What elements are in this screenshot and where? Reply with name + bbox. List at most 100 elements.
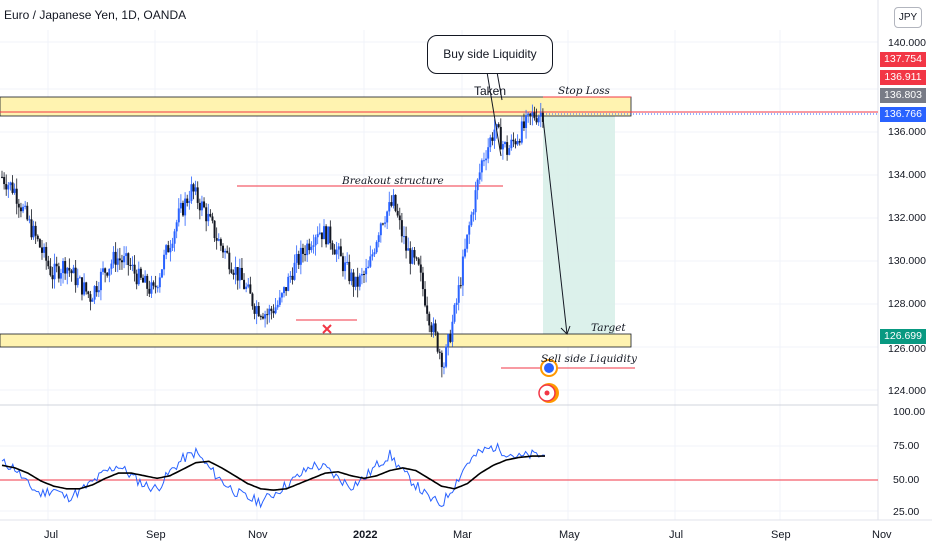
candle-body[interactable] [386,211,389,223]
projection-arrow[interactable] [542,117,571,335]
candle-body[interactable] [264,314,267,319]
candle-body[interactable] [93,286,96,300]
candle-body[interactable] [219,239,222,246]
candle-body[interactable] [112,251,115,264]
candle-body[interactable] [152,282,155,286]
candle-body[interactable] [472,212,475,215]
candle-body[interactable] [331,243,334,250]
candle-body[interactable] [352,272,355,287]
candle-body[interactable] [228,252,231,270]
callout-box[interactable]: Buy side Liquidity Taken [427,35,553,98]
candle-body[interactable] [306,243,309,256]
candle-body[interactable] [163,254,166,270]
candle-body[interactable] [377,235,380,243]
candle-body[interactable] [253,306,256,314]
candle-body[interactable] [533,112,536,119]
candle-body[interactable] [36,235,39,240]
candle-body[interactable] [175,222,178,232]
candle-body[interactable] [83,282,86,295]
candle-body[interactable] [285,287,288,291]
candle-body[interactable] [11,182,14,193]
candle-body[interactable] [15,188,18,204]
candle-body[interactable] [535,118,538,123]
candle-body[interactable] [491,137,494,141]
candle-body[interactable] [133,264,136,274]
candle-body[interactable] [344,262,347,272]
candle-body[interactable] [327,226,330,245]
candle-body[interactable] [198,202,201,211]
candle-body[interactable] [299,247,302,265]
candle-body[interactable] [289,275,292,277]
candle-body[interactable] [485,158,488,161]
candle-body[interactable] [346,261,349,263]
candle-body[interactable] [150,282,153,294]
candle-body[interactable] [283,287,286,294]
candle-body[interactable] [243,279,246,289]
candle-body[interactable] [514,141,517,145]
candle-body[interactable] [402,236,405,238]
candle-body[interactable] [518,141,521,143]
candle-body[interactable] [19,207,22,212]
candle-body[interactable] [179,202,182,209]
candle-body[interactable] [53,263,56,280]
dividend-event-icon[interactable] [538,383,559,403]
candle-body[interactable] [499,126,502,150]
candle-body[interactable] [72,267,75,274]
candle-body[interactable] [184,198,187,216]
candle-body[interactable] [215,238,218,241]
candle-body[interactable] [173,231,176,244]
candle-body[interactable] [129,265,132,267]
candle-body[interactable] [381,223,384,225]
candle-body[interactable] [304,253,307,256]
candle-body[interactable] [358,275,361,287]
candle-body[interactable] [308,243,311,251]
candle-body[interactable] [466,234,469,249]
candle-body[interactable] [196,187,199,203]
candle-body[interactable] [373,252,376,255]
candle-body[interactable] [451,321,454,342]
candle-body[interactable] [470,214,473,226]
rsi-line[interactable] [1,442,546,509]
candle-body[interactable] [144,275,147,283]
candle-body[interactable] [421,272,424,290]
candle-body[interactable] [9,182,12,186]
candle-body[interactable] [527,113,530,116]
candle-body[interactable] [200,201,203,211]
candle-body[interactable] [445,346,448,367]
candle-body[interactable] [396,210,399,216]
candle-body[interactable] [417,258,420,265]
candle-body[interactable] [409,248,412,264]
candle-body[interactable] [99,271,102,291]
candle-body[interactable] [17,203,20,208]
candle-body[interactable] [268,308,271,315]
candle-body[interactable] [323,226,326,240]
candle-body[interactable] [213,220,216,239]
candle-body[interactable] [325,226,328,245]
candle-body[interactable] [135,273,138,285]
candle-body[interactable] [97,290,100,293]
candle-body[interactable] [76,278,79,286]
candle-body[interactable] [440,352,443,368]
candle-body[interactable] [74,267,77,286]
candle-body[interactable] [38,239,41,248]
candle-body[interactable] [45,246,48,261]
candle-body[interactable] [365,268,368,275]
support-zone[interactable] [0,333,632,348]
candle-body[interactable] [369,256,372,267]
candle-body[interactable] [249,284,252,294]
candle-body[interactable] [154,285,157,288]
candle-body[interactable] [280,293,283,298]
candle-body[interactable] [240,267,243,280]
candle-body[interactable] [320,232,323,240]
candle-body[interactable] [476,179,479,191]
candle-series[interactable] [1,102,544,378]
candle-body[interactable] [506,142,509,155]
candle-body[interactable] [276,304,279,308]
candle-body[interactable] [354,276,357,287]
candle-body[interactable] [504,142,507,145]
candle-body[interactable] [436,332,439,352]
candle-body[interactable] [194,187,197,192]
candle-body[interactable] [384,222,387,224]
candle-body[interactable] [55,263,58,267]
candle-body[interactable] [261,316,264,319]
